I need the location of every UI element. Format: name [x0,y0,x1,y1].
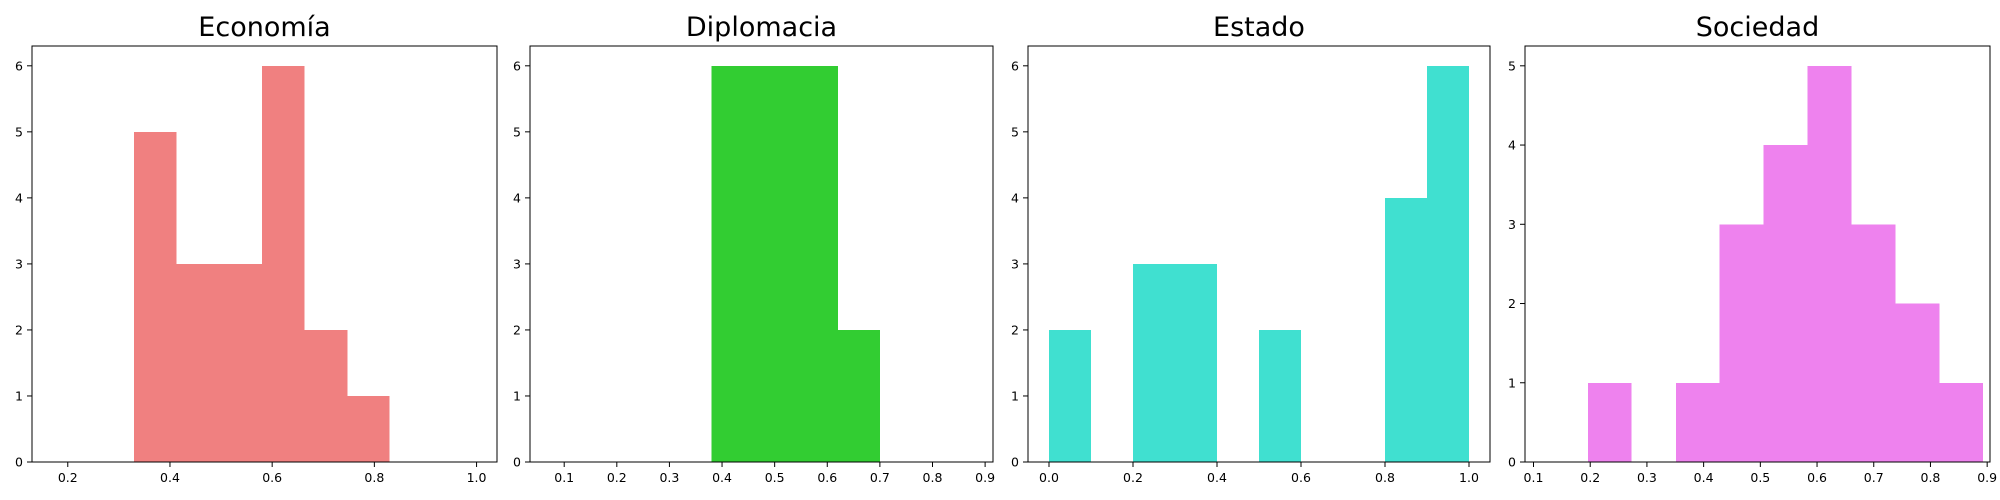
histogram-bar [1895,303,1940,462]
y-tick-label: 2 [1011,322,1019,337]
histogram-bar [176,263,220,462]
y-tick-label: 2 [1508,296,1516,311]
y-tick-label: 3 [1508,217,1516,232]
x-tick-label: 0.5 [765,470,785,485]
y-tick-label: 2 [15,322,23,337]
x-tick-label: 0.1 [1524,470,1544,485]
y-tick-label: 4 [513,190,521,205]
y-tick-label: 6 [15,58,23,73]
chart-title: Estado [1213,12,1305,43]
histogram-bar [304,329,348,462]
y-tick-label: 0 [1508,455,1516,470]
x-tick-label: 0.2 [1580,470,1600,485]
y-tick-label: 4 [1508,138,1516,153]
chart-panel-2: 0.1 0.2 0.3 0.4 0.5 0.6 0.7 0.8 0.9 0 1 2 3 4 5 6 Diplom… [513,12,995,485]
x-tick-label: 0.4 [712,470,732,485]
histogram-bar [1385,197,1427,462]
axes-frame [1524,45,1991,463]
chart-panel-3: 0.0 0.2 0.4 0.6 0.8 1.0 0 1 2 3 4 5 6 Estado [1011,12,1491,485]
axes-frame [1027,45,1491,463]
x-tick-label: 0.5 [1750,470,1770,485]
histogram-bar [837,329,880,462]
y-tick-label: 1 [1508,375,1516,390]
y-tick-label: 3 [513,256,521,271]
x-tick-label: 0.4 [1694,470,1714,485]
y-tick-label: 5 [1508,58,1516,73]
histogram-bar [1587,382,1632,462]
y-tick-label: 5 [1011,124,1019,139]
x-tick-label: 0.1 [554,470,574,485]
axes-frame [529,45,994,463]
y-tick-label: 0 [15,455,23,470]
histogram-bar [1133,263,1217,462]
y-tick-label: 3 [1011,256,1019,271]
x-tick-label: 0.4 [1207,470,1227,485]
chart-title: Sociedad [1696,12,1819,43]
x-tick-label: 0.6 [817,470,837,485]
x-tick-label: 0.3 [659,470,679,485]
x-tick-label: 0.4 [160,470,180,485]
y-tick-label: 1 [15,388,23,403]
y-tick-label: 2 [513,322,521,337]
histogram-bar [1939,382,1984,462]
histogram-bar [347,395,390,462]
axes-frame [31,45,498,463]
x-tick-label: 0.6 [1807,470,1827,485]
histogram-bar [1851,224,1896,462]
x-tick-label: 0.0 [1039,470,1059,485]
chart-panel-4: 0.1 0.2 0.3 0.4 0.5 0.6 0.7 0.8 0.9 0 1 2 3 4 5 Socieda… [1508,12,1997,485]
y-tick-label: 6 [513,58,521,73]
y-tick-label: 4 [15,190,23,205]
y-tick-label: 0 [513,455,521,470]
histogram-bar [1763,145,1808,463]
histogram-bar [1719,224,1764,462]
y-tick-label: 1 [513,388,521,403]
x-tick-label: 0.8 [1375,470,1395,485]
chart-title: Economía [198,12,330,43]
y-tick-label: 1 [1011,388,1019,403]
histogram-bar [711,65,838,463]
x-tick-label: 0.6 [1291,470,1311,485]
x-tick-label: 0.6 [262,470,282,485]
y-tick-label: 4 [1011,190,1019,205]
x-tick-label: 0.7 [870,470,890,485]
histogram-bar [1259,329,1301,462]
histogram-bar [1807,65,1852,463]
x-tick-label: 0.8 [364,470,384,485]
y-tick-label: 0 [1011,455,1019,470]
y-tick-label: 5 [513,124,521,139]
x-tick-label: 0.8 [1921,470,1941,485]
x-tick-label: 0.7 [1864,470,1884,485]
histogram-bar [1049,329,1091,462]
x-tick-label: 0.3 [1637,470,1657,485]
x-tick-label: 1.0 [1459,470,1479,485]
y-tick-label: 5 [15,124,23,139]
chart-panel-1: 0.2 0.4 0.6 0.8 1.0 0 1 2 3 4 5 6 Economía [15,12,498,485]
x-tick-label: 0.2 [1123,470,1143,485]
x-tick-label: 0.2 [607,470,627,485]
x-tick-label: 0.9 [1977,470,1997,485]
histogram-bar [1427,65,1469,463]
histogram-bar [1675,382,1720,462]
x-tick-label: 0.8 [923,470,943,485]
chart-title: Diplomacia [686,12,837,43]
x-tick-label: 0.2 [58,470,78,485]
histogram-bar [219,263,262,462]
x-tick-label: 1.0 [467,470,487,485]
x-tick-label: 0.9 [975,470,995,485]
y-tick-label: 3 [15,256,23,271]
histogram-bar [261,65,305,463]
histogram-bar [134,131,177,463]
y-tick-label: 6 [1011,58,1019,73]
